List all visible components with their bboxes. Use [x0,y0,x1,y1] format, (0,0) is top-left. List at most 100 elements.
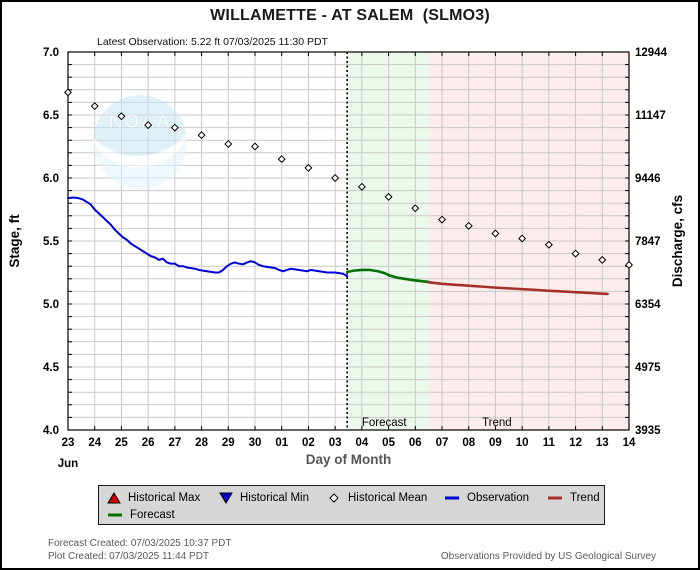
svg-text:08: 08 [462,437,475,449]
svg-text:10: 10 [516,437,529,449]
plot-border [67,51,630,431]
svg-text:6.5: 6.5 [43,110,60,122]
legend-label: Historical Mean [348,492,428,504]
svg-text:4.0: 4.0 [43,425,59,437]
hydrograph-svg: NOAA Forecast Trend 7.0 6.5 6.0 5.5 5.0 4.5 4.0 12… [7,47,685,470]
legend-item-historical-min: Historical Min [219,492,309,504]
svg-text:27: 27 [168,437,181,449]
trend-line-icon [547,492,563,504]
historical-mean-diamond-icon [170,123,179,132]
svg-text:04: 04 [355,437,368,449]
historical-min-icon [219,492,233,504]
historical-mean-diamond-icon [224,139,233,148]
svg-text:07: 07 [436,437,449,449]
svg-text:03: 03 [329,437,342,449]
svg-text:5.0: 5.0 [43,299,59,311]
svg-text:Trend: Trend [482,417,512,429]
historical-mean-diamond-icon [571,249,580,258]
historical-mean-diamond-icon [250,142,260,151]
historical-mean-diamond-icon [144,121,153,130]
historical-mean-diamond-icon [90,102,99,111]
gridlines [68,52,629,430]
svg-text:6354: 6354 [635,299,661,311]
svg-text:12: 12 [569,437,582,449]
observation-line-icon [444,492,460,504]
historical-mean-icon [327,492,341,504]
historical-mean-diamond-icon [624,260,634,269]
right-axis-labels: 12944 11147 9446 7847 6354 4975 3935 [635,47,668,437]
svg-text:25: 25 [115,437,128,449]
svg-text:11: 11 [543,437,556,449]
historical-mean-diamond-icon [197,131,206,140]
svg-text:23: 23 [62,437,75,449]
historical-mean-diamond-icon [411,204,420,213]
legend-item-trend: Trend [547,492,600,504]
month-label: Jun [58,458,78,470]
svg-text:14: 14 [623,437,636,449]
legend-label: Historical Min [240,492,310,504]
historical-mean-diamond-icon [464,221,473,230]
x-axis-title: Day of Month [306,452,392,467]
svg-text:9446: 9446 [635,173,661,185]
svg-text:4975: 4975 [635,362,661,374]
historical-mean-diamond-icon [277,155,286,164]
observation-line [67,196,349,278]
historical-mean-diamond-icon [518,234,527,243]
legend-label: Trend [570,492,600,504]
svg-text:01: 01 [275,437,288,449]
historical-mean-diamond-icon [384,192,393,201]
trend-line [427,281,609,296]
legend-label: Observation [467,492,530,504]
plot-created-text: Plot Created: 07/03/2025 11:44 PDT [48,551,210,562]
svg-text:24: 24 [88,437,101,449]
forecast-line-icon [107,509,123,521]
svg-text:02: 02 [302,437,315,449]
x-axis-labels: 23 24 25 26 27 28 29 30 01 02 03 04 05 06 07 08 09 10 11 12… [62,437,636,449]
svg-text:7.0: 7.0 [43,47,59,59]
svg-text:12944: 12944 [635,47,668,59]
legend-label: Historical Max [128,492,201,504]
historical-mean-diamond-icon [598,255,607,264]
historical-mean-diamond-icon [544,240,553,249]
noaa-logo-watermark: NOAA [93,95,187,189]
svg-text:13: 13 [596,437,609,449]
historical-mean-diamond-icon [437,215,447,224]
svg-text:Forecast: Forecast [362,417,408,429]
region-labels: Forecast Trend [362,417,512,429]
data-source-text: Observations Provided by US Geological S… [440,551,656,562]
historical-mean-markers [63,88,634,269]
svg-text:11147: 11147 [635,110,666,122]
left-axis-title: Stage, ft [7,214,22,268]
latest-observation-text: Latest Observation: 5.22 ft 07/03/2025 1… [97,36,328,48]
legend-item-observation: Observation [444,492,529,504]
left-axis-labels: 7.0 6.5 6.0 5.5 5.0 4.5 4.0 [43,47,60,437]
legend-label: Forecast [130,509,175,521]
legend-item-historical-mean: Historical Mean [327,492,427,504]
chart-legend: Historical Max Historical Min Historical… [98,485,605,525]
page-title: WILLAMETTE - AT SALEM (SLMO3) [210,7,490,24]
historical-max-icon [107,492,121,504]
svg-text:05: 05 [382,437,395,449]
svg-text:06: 06 [409,437,422,449]
svg-text:5.5: 5.5 [43,236,60,248]
svg-text:NOAA: NOAA [109,111,172,133]
svg-text:4.5: 4.5 [43,362,60,374]
historical-mean-diamond-icon [357,182,366,191]
historical-mean-diamond-icon [117,112,126,121]
axis-ticks [68,52,629,430]
forecast-created-text: Forecast Created: 07/03/2025 10:37 PDT [48,538,232,549]
svg-text:09: 09 [489,437,502,449]
svg-text:26: 26 [142,437,155,449]
historical-mean-diamond-icon [331,173,340,183]
historical-mean-diamond-icon [63,88,73,97]
historical-mean-diamond-icon [491,229,500,238]
legend-item-forecast: Forecast [107,509,175,521]
svg-text:3935: 3935 [635,425,661,437]
forecast-line [345,268,430,284]
svg-text:28: 28 [195,437,208,449]
right-axis-title: Discharge, cfs [670,195,685,287]
historical-mean-diamond-icon [304,163,313,172]
svg-text:30: 30 [249,437,262,449]
legend-item-historical-max: Historical Max [107,492,200,504]
